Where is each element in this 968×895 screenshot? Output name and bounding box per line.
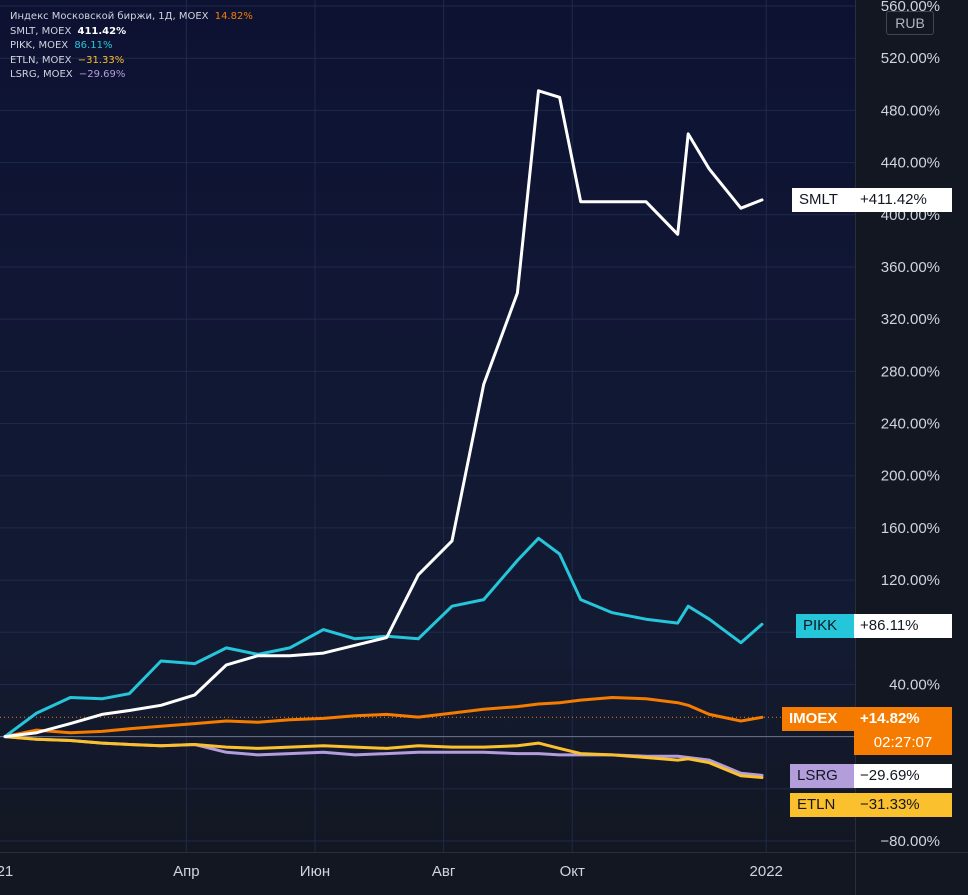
bar-countdown: 02:27:07 (854, 731, 952, 755)
legend-label: ETLN, MOEX (10, 54, 72, 66)
series-line-etln[interactable] (3, 735, 764, 779)
y-tick-label: 440.00% (881, 155, 940, 172)
legend-value: 86.11% (74, 40, 113, 51)
y-tick-label: 160.00% (881, 520, 940, 537)
y-tick-label: 200.00% (881, 468, 940, 485)
price-tag-lsrg: LSRG −29.69% (790, 764, 952, 788)
legend-row-etln[interactable]: ETLN, MOEX −31.33% (10, 54, 253, 69)
price-tag-pikk: PIKK +86.11% (796, 614, 952, 638)
legend-value: −31.33% (77, 54, 125, 66)
price-tag-smlt: SMLT +411.42% (792, 188, 960, 212)
grid (0, 0, 856, 852)
y-tick-label: 520.00% (881, 50, 940, 67)
x-tick-label: 2021 (0, 863, 13, 880)
tag-name: LSRG (790, 764, 854, 788)
legend-row-lsrg[interactable]: LSRG, MOEX −29.69% (10, 68, 253, 83)
tag-value: −31.33% (854, 793, 952, 817)
currency-button[interactable]: RUB (886, 11, 934, 35)
legend-row-imoex[interactable]: Индекс Московской биржи, 1Д, MOEX 14.82% (10, 10, 253, 25)
time-scale-labels: 2021 Апр Июн Авг Окт 2022 (0, 863, 783, 880)
series-lines (3, 89, 764, 779)
chart-legend: Индекс Московской биржи, 1Д, MOEX 14.82%… (10, 10, 253, 83)
series-line-pikk[interactable] (3, 536, 764, 739)
scale-background (856, 0, 968, 895)
plot-background (0, 0, 856, 852)
y-tick-label: 40.00% (889, 676, 940, 693)
legend-title-value: 14.82% (214, 11, 253, 22)
x-tick-label: Июн (300, 863, 330, 880)
tag-value: −29.69% (854, 764, 952, 788)
tag-value: +14.82% (854, 707, 952, 731)
tag-value: +411.42% (854, 188, 952, 212)
y-tick-label: 280.00% (881, 363, 940, 380)
y-tick-label: 360.00% (881, 259, 940, 276)
legend-row-pikk[interactable]: PIKK, MOEX 86.11% (10, 39, 253, 54)
x-tick-label: Авг (432, 863, 456, 880)
legend-label: PIKK, MOEX (10, 40, 69, 51)
x-tick-label: Апр (173, 863, 199, 880)
tag-name: ETLN (790, 793, 854, 817)
y-tick-label: 480.00% (881, 102, 940, 119)
series-line-imoex[interactable] (3, 696, 764, 739)
tag-name: IMOEX (782, 707, 854, 731)
x-tick-label: Окт (560, 863, 585, 880)
y-tick-label: 320.00% (881, 311, 940, 328)
y-tick-label: 240.00% (881, 416, 940, 433)
y-tick-label: 120.00% (881, 572, 940, 589)
legend-label: SMLT, MOEX (10, 25, 72, 37)
price-tag-imoex: IMOEX +14.82% (782, 707, 952, 731)
y-tick-label: −80.00% (880, 833, 940, 850)
x-tick-label: 2022 (750, 863, 783, 880)
series-line-smlt[interactable] (3, 89, 764, 739)
legend-row-smlt[interactable]: SMLT, MOEX 411.42% (10, 25, 253, 40)
tag-name: SMLT (792, 188, 854, 212)
legend-title: Индекс Московской биржи, 1Д, MOEX (10, 11, 209, 22)
tag-value: +86.11% (854, 614, 952, 638)
tag-name: PIKK (796, 614, 854, 638)
legend-value: −29.69% (78, 69, 126, 80)
legend-label: LSRG, MOEX (10, 69, 73, 80)
price-tag-etln: ETLN −31.33% (790, 793, 952, 817)
legend-value: 411.42% (77, 25, 127, 37)
time-axis-background (0, 852, 856, 895)
